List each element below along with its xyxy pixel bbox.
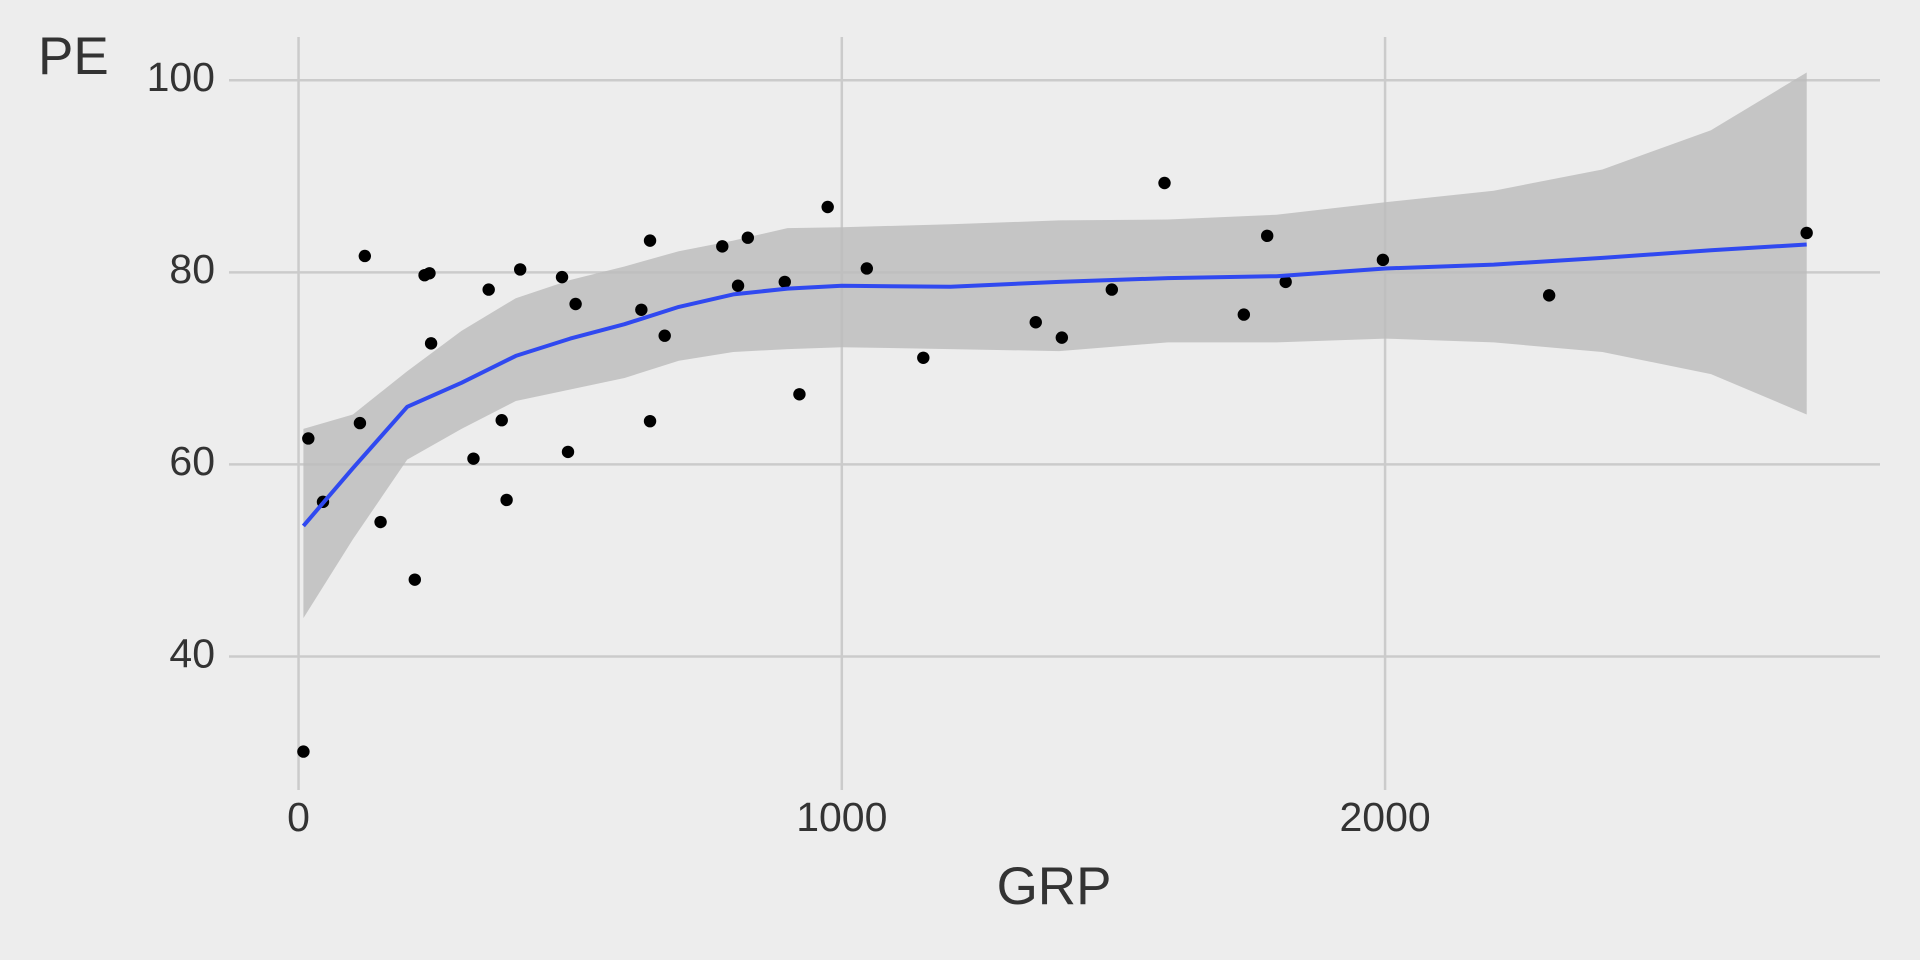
data-point [302,432,315,445]
y-tick-label: 60 [169,438,215,484]
data-point [741,231,755,244]
data-point [555,270,569,284]
data-point [1542,289,1556,302]
data-point [643,414,657,428]
data-point [1800,226,1813,240]
data-point [500,493,513,507]
data-point [860,262,873,275]
data-point [635,303,648,316]
data-point [1158,176,1171,190]
data-point [482,283,495,296]
data-point [513,263,527,276]
data-point [1055,331,1069,344]
data-point [423,267,436,280]
data-point [424,337,438,350]
data-point [778,275,791,289]
data-point [1279,275,1292,289]
data-point [467,452,480,465]
x-tick-label: 1000 [796,794,887,840]
data-point [793,388,806,401]
data-point [643,234,657,247]
x-axis-title: GRP [997,857,1112,916]
smooth-line [301,242,1807,528]
y-axis-title: PE [38,27,109,86]
data-point [1237,308,1251,321]
data-point [731,279,745,292]
data-point [408,573,421,586]
data-point [1260,229,1274,243]
data-point [495,414,508,427]
data-point [353,416,367,430]
y-tick-label: 80 [169,246,215,292]
data-point [821,200,834,214]
y-tick-label: 40 [169,630,215,676]
x-tick-label: 2000 [1339,794,1430,840]
x-tick-label: 0 [287,794,310,840]
data-point [358,249,372,263]
data-point [561,445,575,459]
data-point [297,745,310,758]
data-point [374,515,387,529]
data-point [658,329,671,342]
data-point [569,297,582,311]
data-point [716,240,729,253]
data-point [1376,253,1390,267]
data-point [917,351,930,364]
data-point [1029,316,1042,329]
confidence-band [303,72,1807,619]
y-tick-label: 100 [147,54,215,100]
data-point [1105,283,1119,296]
